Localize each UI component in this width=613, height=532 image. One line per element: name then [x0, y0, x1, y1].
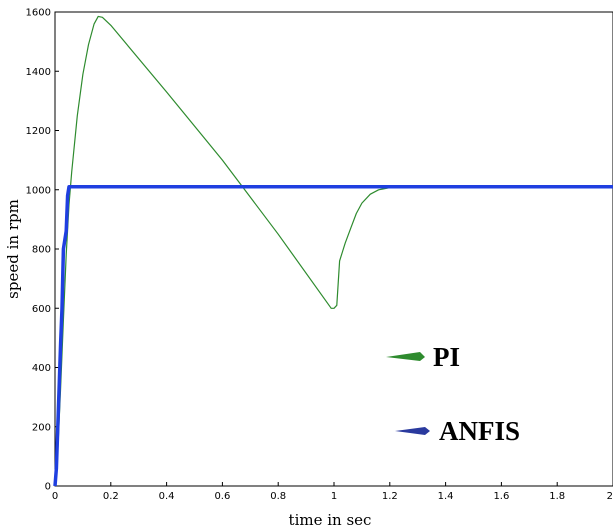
legend: PI ANFIS [386, 342, 520, 446]
x-tick-label: 1.6 [493, 491, 509, 502]
y-tick-label: 200 [32, 422, 51, 433]
x-tick-label: 2 [607, 491, 613, 502]
y-tick-label: 800 [32, 245, 51, 256]
legend-label-pi: PI [433, 342, 460, 372]
x-tick-label: 0.2 [103, 491, 119, 502]
legend-swatch-pi [386, 352, 425, 361]
y-tick-label: 600 [32, 304, 51, 315]
x-axis-label: time in sec [289, 511, 372, 529]
x-tick-label: 0.6 [214, 491, 230, 502]
y-tick-label: 1400 [26, 67, 51, 78]
legend-swatch-anfis [395, 427, 430, 435]
x-tick-label: 0.4 [159, 491, 175, 502]
x-tick-label: 1.4 [438, 491, 454, 502]
y-axis-label: speed in rpm [4, 199, 22, 299]
y-tick-label: 1200 [26, 126, 51, 137]
x-tick-label: 0.8 [270, 491, 286, 502]
series-line-anfis [53, 185, 613, 487]
x-tick-label: 1.8 [549, 491, 565, 502]
plot-frame [54, 11, 613, 487]
series-layer [53, 15, 613, 487]
y-tick-label: 0 [45, 482, 51, 493]
x-tick-label: 0 [52, 491, 58, 502]
y-tick-label: 400 [32, 363, 51, 374]
y-tick-label: 1600 [26, 8, 51, 19]
x-tick-label: 1.2 [382, 491, 398, 502]
legend-label-anfis: ANFIS [439, 416, 520, 446]
series-line-pi [54, 15, 613, 487]
y-tick-label: 1000 [26, 185, 51, 196]
x-axis-ticks: 0 0.2 0.4 0.6 0.8 1 1.2 1.4 1.6 1.8 2 [52, 482, 613, 502]
y-axis-ticks: 0 200 400 600 800 1000 1200 1400 1600 [26, 8, 59, 493]
x-tick-label: 1 [331, 491, 337, 502]
